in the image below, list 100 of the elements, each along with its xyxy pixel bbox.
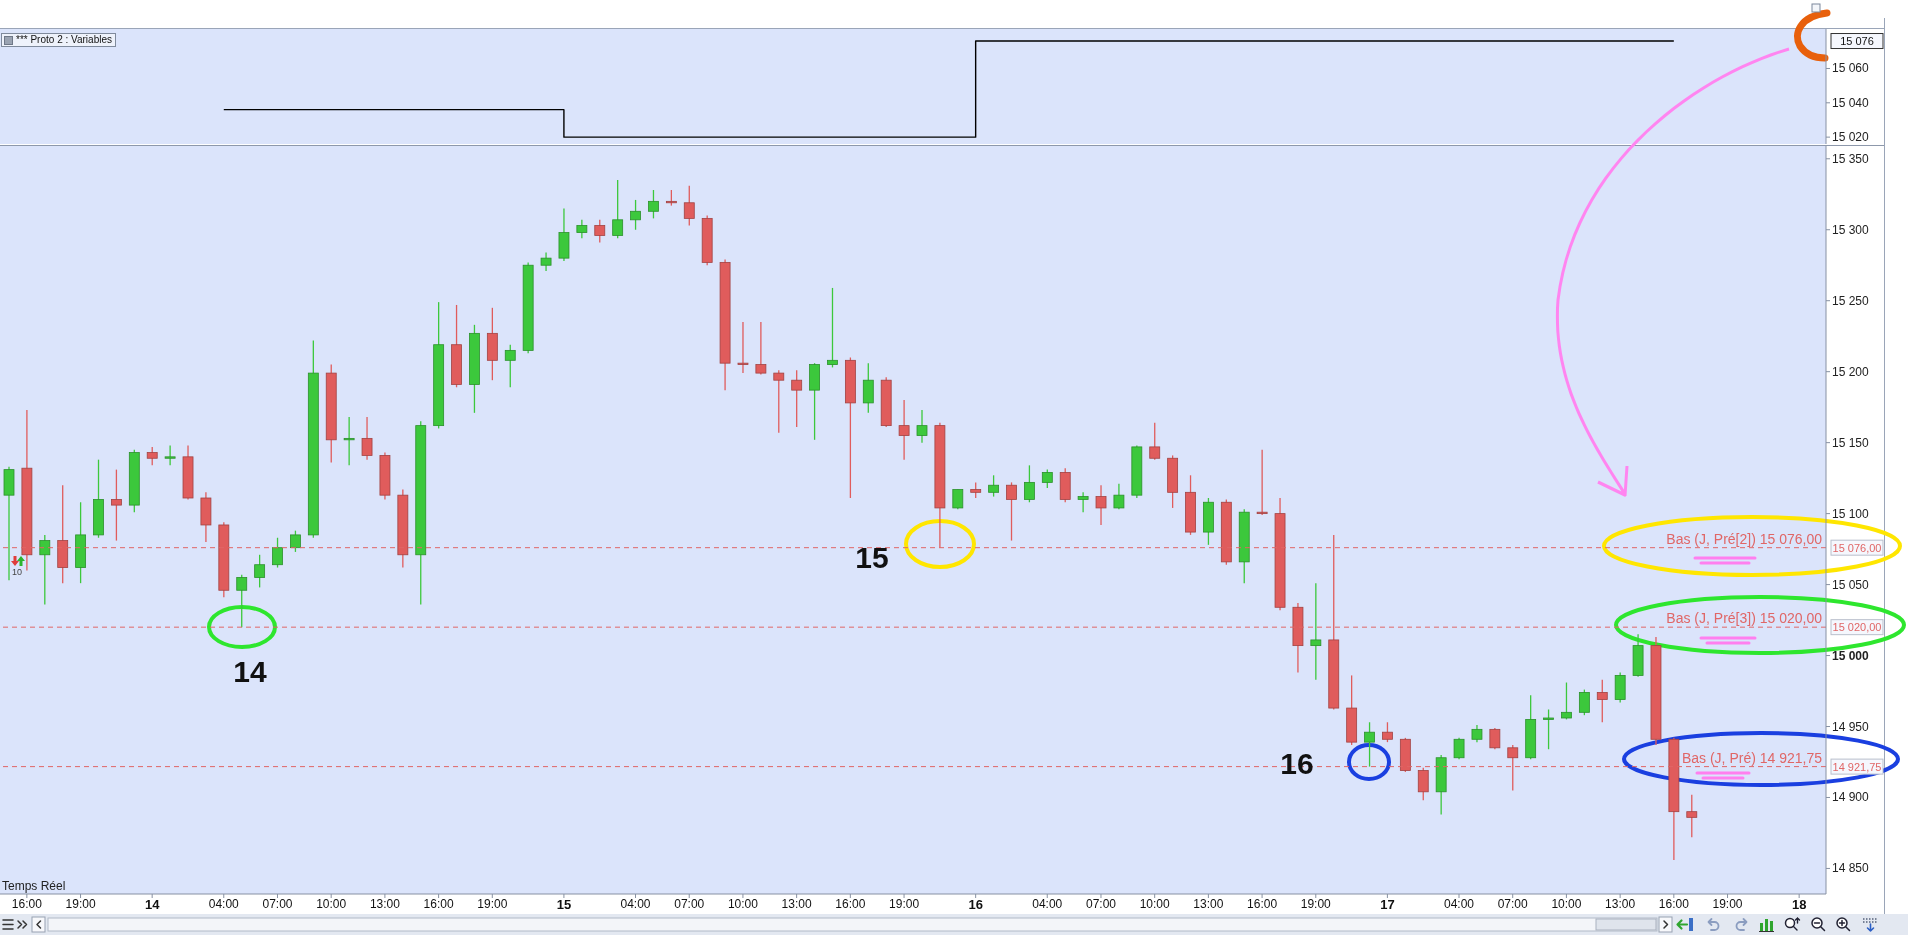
candlestick	[737, 321, 749, 374]
ref-line-label: Bas (J, Pré[2]) 15 076,00	[1666, 530, 1823, 547]
x-tick-label: 16:00	[835, 896, 866, 911]
annotation: 10	[11, 567, 23, 577]
y-tick-label: 14 950	[1832, 719, 1870, 734]
candlestick	[1256, 449, 1268, 516]
x-tick-label: 10:00	[1139, 896, 1171, 911]
candlestick	[540, 251, 552, 272]
ref-line-label: Bas (J, Pré) 14 921,75	[1681, 749, 1823, 766]
y-tick-label: 15 300	[1832, 222, 1870, 237]
ref-line-label: Bas (J, Pré[3]) 15 020,00	[1666, 610, 1823, 627]
candlestick	[272, 537, 283, 569]
x-tick-label: 13:00	[369, 896, 401, 911]
candlestick	[1489, 727, 1501, 750]
y-tick-label: 15 200	[1832, 364, 1870, 379]
x-tick-label: 14	[144, 896, 161, 912]
candlestick	[343, 416, 355, 466]
x-tick-label: 04:00	[1443, 896, 1475, 911]
candlestick	[988, 474, 1000, 498]
candlestick	[916, 409, 928, 444]
candlestick	[791, 369, 803, 428]
candlestick	[755, 321, 767, 376]
candlestick	[827, 287, 838, 369]
y-tick-label: 15 060	[1832, 61, 1870, 76]
candlestick	[504, 344, 516, 388]
candlestick	[594, 219, 606, 244]
y-tick-label: 15 050	[1832, 577, 1870, 592]
x-tick-label: 13:00	[1605, 896, 1636, 911]
y-tick-label: 15 100	[1832, 506, 1870, 521]
candlestick	[111, 468, 122, 542]
x-tick-label: 18	[1791, 896, 1807, 912]
text: 15 076,00	[1832, 541, 1882, 554]
candlestick	[1596, 679, 1608, 723]
candlestick	[1364, 721, 1375, 768]
candlestick	[683, 185, 695, 227]
candlestick	[361, 416, 373, 461]
x-tick-label: 10:00	[727, 896, 759, 911]
y-tick-label: 14 900	[1832, 790, 1870, 805]
x-tick-label: 04:00	[208, 896, 240, 911]
x-tick-label: 07:00	[262, 896, 293, 911]
y-tick-label: 15 250	[1832, 293, 1870, 308]
text: *** Proto 2 : Variables	[16, 34, 112, 46]
annotation: Temps Réel	[2, 879, 66, 893]
y-tick-label: 14 850	[1832, 861, 1870, 876]
x-tick-label: 17	[1380, 896, 1395, 912]
candlestick	[290, 530, 301, 553]
x-tick-label: 16	[968, 896, 983, 912]
candlestick	[254, 554, 266, 589]
candlestick	[648, 189, 659, 220]
x-tick-label: 07:00	[1497, 896, 1529, 911]
candlestick	[1578, 688, 1590, 716]
candlestick	[1310, 582, 1322, 681]
candlestick	[1113, 483, 1125, 510]
x-tick-label: 19:00	[889, 896, 920, 911]
candlestick	[146, 446, 158, 466]
x-tick-label: 16:00	[1247, 896, 1278, 911]
candlestick	[1149, 422, 1161, 461]
x-tick-label: 04:00	[1032, 896, 1063, 911]
x-tick-label: 19:00	[1712, 896, 1743, 911]
candlestick	[164, 444, 176, 466]
x-tick-label: 07:00	[674, 896, 705, 911]
candlestick	[1543, 708, 1554, 750]
x-tick-label: 19:00	[477, 896, 508, 911]
candlestick	[1686, 794, 1698, 838]
x-tick-label: 19:00	[65, 896, 96, 911]
candlestick	[1561, 681, 1572, 721]
x-tick-label: 13:00	[1193, 896, 1224, 911]
candlestick	[1095, 484, 1107, 526]
candlestick	[1006, 481, 1017, 542]
candlestick	[1382, 721, 1393, 743]
x-tick-label: 19:00	[1300, 896, 1332, 911]
x-tick-label: 04:00	[620, 896, 651, 911]
annotation: 14	[233, 654, 267, 688]
annotation: 15	[855, 540, 889, 574]
y-tick-label: 15 000	[1832, 648, 1870, 663]
x-tick-label: 13:00	[781, 896, 812, 911]
text: 14 921,75	[1832, 760, 1882, 773]
x-tick-label: 10:00	[316, 896, 347, 911]
y-tick-label: 15 150	[1832, 435, 1870, 450]
candlestick	[1453, 737, 1465, 760]
candlestick	[862, 362, 874, 414]
y-tick-label: 15 350	[1832, 151, 1870, 166]
candlestick	[1024, 464, 1035, 503]
candlestick	[1041, 468, 1053, 489]
candlestick	[39, 534, 51, 606]
text: 15 020,00	[1832, 621, 1882, 634]
text: 15 076	[1840, 35, 1874, 48]
x-tick-label: 16:00	[1658, 896, 1690, 911]
candlestick	[612, 179, 624, 239]
candlestick	[630, 199, 641, 231]
x-tick-label: 10:00	[1551, 896, 1582, 911]
candlestick	[1417, 767, 1429, 801]
candlestick	[236, 574, 248, 628]
x-tick-label: 07:00	[1085, 896, 1117, 911]
y-tick-label: 15 020	[1832, 130, 1870, 145]
candlestick	[898, 399, 910, 461]
x-tick-label: 15	[556, 896, 572, 912]
x-tick-label: 16:00	[11, 896, 43, 911]
y-tick-label: 15 040	[1832, 95, 1870, 110]
candlestick	[773, 369, 785, 434]
